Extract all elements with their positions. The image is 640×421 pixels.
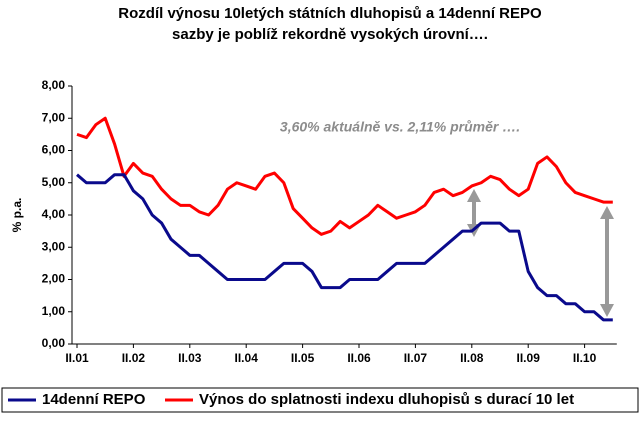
- x-tick-label: II.09: [517, 351, 541, 365]
- series-line: [76, 173, 613, 322]
- x-tick-label: II.03: [178, 351, 202, 365]
- x-tick-label: II.06: [347, 351, 371, 365]
- legend-label: Výnos do splatnosti indexu dluhopisů s d…: [199, 391, 574, 408]
- series-line: [76, 116, 613, 236]
- y-tick-label: 4,00: [42, 207, 66, 221]
- y-tick-label: 0,00: [42, 336, 66, 350]
- chart-title: sazby je poblíž rekordně vysokých úrovní…: [172, 26, 488, 43]
- x-tick-label: II.05: [291, 351, 315, 365]
- y-tick-label: 2,00: [42, 272, 66, 286]
- x-tick-label: II.10: [573, 351, 597, 365]
- x-tick-label: II.07: [404, 351, 428, 365]
- x-tick-label: II.04: [235, 351, 259, 365]
- y-tick-label: 6,00: [42, 143, 66, 157]
- x-tick-label: II.08: [460, 351, 484, 365]
- y-tick-label: 7,00: [42, 110, 66, 124]
- y-tick-label: 3,00: [42, 239, 66, 253]
- y-tick-label: 8,00: [42, 78, 66, 92]
- annotation: 3,60% aktuálně vs. 2,11% průměr ….: [280, 119, 520, 135]
- legend-label: 14denní REPO: [42, 391, 146, 408]
- x-tick-label: II.01: [65, 351, 89, 365]
- legend-box: [1, 387, 639, 413]
- chart-title: Rozdíl výnosu 10letých státních dluhopis…: [118, 5, 542, 22]
- x-tick-label: II.02: [122, 351, 146, 365]
- arrow-head: [600, 206, 614, 219]
- y-tick-label: 5,00: [42, 175, 66, 189]
- arrow-head: [600, 304, 614, 317]
- y-axis-label: % p.a.: [10, 198, 24, 233]
- y-tick-label: 1,00: [42, 304, 66, 318]
- arrow-head: [467, 189, 481, 202]
- arrows: [467, 189, 614, 317]
